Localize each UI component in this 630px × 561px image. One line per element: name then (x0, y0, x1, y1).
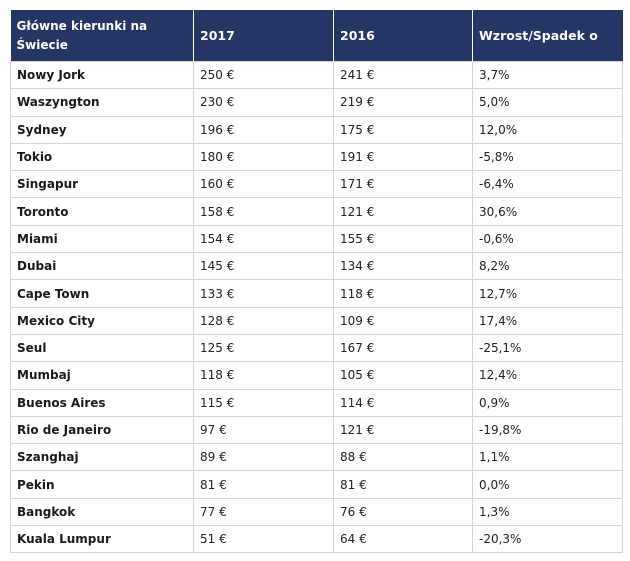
cell-2017: 115 € (193, 388, 334, 417)
table-row: Seul 125 €167 € -25,1% (10, 333, 623, 363)
cell-2017: 128 € (193, 306, 334, 335)
header-2017: 2017 (193, 10, 334, 62)
header-2016: 2016 (333, 10, 473, 62)
cell-city: Tokio (10, 142, 194, 172)
header-change: Wzrost/Spadek o (472, 10, 623, 62)
cell-2017: 81 € (193, 470, 334, 499)
table-row: Waszyngton 230 €219 €5,0% (10, 88, 623, 117)
header-city: Główne kierunki na Świecie (10, 10, 194, 62)
cell-2016: 167 € (333, 333, 473, 363)
cell-2016: 114 € (333, 388, 473, 417)
table-row: Szanghaj 89 €88 €1,1% (10, 443, 623, 472)
price-table: Główne kierunki na Świecie 2017 2016 Wzr… (10, 10, 623, 554)
cell-change: 5,0% (472, 88, 623, 117)
cell-2017: 145 € (193, 252, 334, 281)
cell-2017: 154 € (193, 224, 334, 254)
cell-city: Nowy Jork (10, 60, 194, 90)
cell-city: Singapur (10, 170, 194, 199)
cell-change: 1,3% (472, 497, 623, 527)
table-row: Singapur 160 €171 € -6,4% (10, 170, 623, 199)
cell-change: 0,9% (472, 388, 623, 417)
cell-2016: 64 € (333, 525, 473, 554)
cell-change: 3,7% (472, 60, 623, 90)
cell-city: Kuala Lumpur (10, 525, 194, 554)
cell-2016: 81 € (333, 470, 473, 499)
cell-city: Rio de Janeiro (10, 415, 194, 445)
cell-change: 12,0% (472, 115, 623, 144)
cell-2016: 105 € (333, 361, 473, 390)
cell-change: 8,2% (472, 252, 623, 281)
cell-city: Mumbaj (10, 361, 194, 390)
cell-city: Buenos Aires (10, 388, 194, 417)
cell-change: -0,6% (472, 224, 623, 254)
header-row: Główne kierunki na Świecie 2017 2016 Wzr… (10, 10, 623, 62)
cell-2016: 155 € (333, 224, 473, 254)
cell-2016: 241 € (333, 60, 473, 90)
cell-change: 12,4% (472, 361, 623, 390)
cell-2016: 76 € (333, 497, 473, 527)
cell-change: 0,0% (472, 470, 623, 499)
cell-2016: 118 € (333, 279, 473, 308)
cell-2017: 250 € (193, 60, 334, 90)
table-row: Mumbaj 118 €105 €12,4% (10, 361, 623, 390)
cell-city: Waszyngton (10, 88, 194, 117)
cell-2017: 196 € (193, 115, 334, 144)
table-body: Nowy Jork 250 €241 €3,7% Waszyngton 230 €21… (10, 60, 623, 554)
cell-city: Dubai (10, 252, 194, 281)
cell-2017: 118 € (193, 361, 334, 390)
cell-2017: 230 € (193, 88, 334, 117)
cell-city: Mexico City (10, 306, 194, 335)
table-row: Pekin 81 €81 €0,0% (10, 470, 623, 499)
cell-2017: 89 € (193, 443, 334, 472)
cell-city: Pekin (10, 470, 194, 499)
cell-2017: 125 € (193, 333, 334, 363)
table-row: Miami 154 €155 € -0,6% (10, 224, 623, 254)
table-row: Sydney 196 €175 €12,0% (10, 115, 623, 144)
table-row: Bangkok 77 €76 €1,3% (10, 497, 623, 527)
cell-change: 12,7% (472, 279, 623, 308)
table-row: Mexico City 128 €109 €17,4% (10, 306, 623, 335)
cell-2016: 191 € (333, 142, 473, 172)
cell-2016: 88 € (333, 443, 473, 472)
cell-2016: 134 € (333, 252, 473, 281)
cell-2017: 77 € (193, 497, 334, 527)
cell-city: Sydney (10, 115, 194, 144)
cell-2016: 219 € (333, 88, 473, 117)
cell-city: Cape Town (10, 279, 194, 308)
table-row: Kuala Lumpur 51 €64 € -20,3% (10, 525, 623, 554)
cell-change: -25,1% (472, 333, 623, 363)
cell-change: -20,3% (472, 525, 623, 554)
cell-change: -19,8% (472, 415, 623, 445)
cell-2017: 97 € (193, 415, 334, 445)
cell-city: Seul (10, 333, 194, 363)
cell-2016: 175 € (333, 115, 473, 144)
table-row: Nowy Jork 250 €241 €3,7% (10, 60, 623, 90)
cell-city: Szanghaj (10, 443, 194, 472)
cell-2017: 160 € (193, 170, 334, 199)
cell-change: 1,1% (472, 443, 623, 472)
cell-change: 30,6% (472, 197, 623, 226)
table-row: Cape Town 133 €118 €12,7% (10, 279, 623, 308)
cell-2017: 180 € (193, 142, 334, 172)
cell-change: 17,4% (472, 306, 623, 335)
table-row: Rio de Janeiro 97 €121 € -19,8% (10, 415, 623, 445)
cell-2016: 121 € (333, 415, 473, 445)
table-row: Buenos Aires 115 €114 €0,9% (10, 388, 623, 417)
cell-city: Bangkok (10, 497, 194, 527)
cell-city: Toronto (10, 197, 194, 226)
cell-change: -6,4% (472, 170, 623, 199)
table-row: Dubai 145 €134 €8,2% (10, 252, 623, 281)
cell-2016: 109 € (333, 306, 473, 335)
table-row: Toronto 158 €121 €30,6% (10, 197, 623, 226)
cell-city: Miami (10, 224, 194, 254)
table-header: Główne kierunki na Świecie 2017 2016 Wzr… (10, 10, 623, 62)
cell-2017: 133 € (193, 279, 334, 308)
price-table-container: Główne kierunki na Świecie 2017 2016 Wzr… (10, 10, 623, 554)
cell-2016: 171 € (333, 170, 473, 199)
cell-change: -5,8% (472, 142, 623, 172)
cell-2017: 51 € (193, 525, 334, 554)
table-row: Tokio 180 €191 € -5,8% (10, 142, 623, 172)
cell-2017: 158 € (193, 197, 334, 226)
cell-2016: 121 € (333, 197, 473, 226)
